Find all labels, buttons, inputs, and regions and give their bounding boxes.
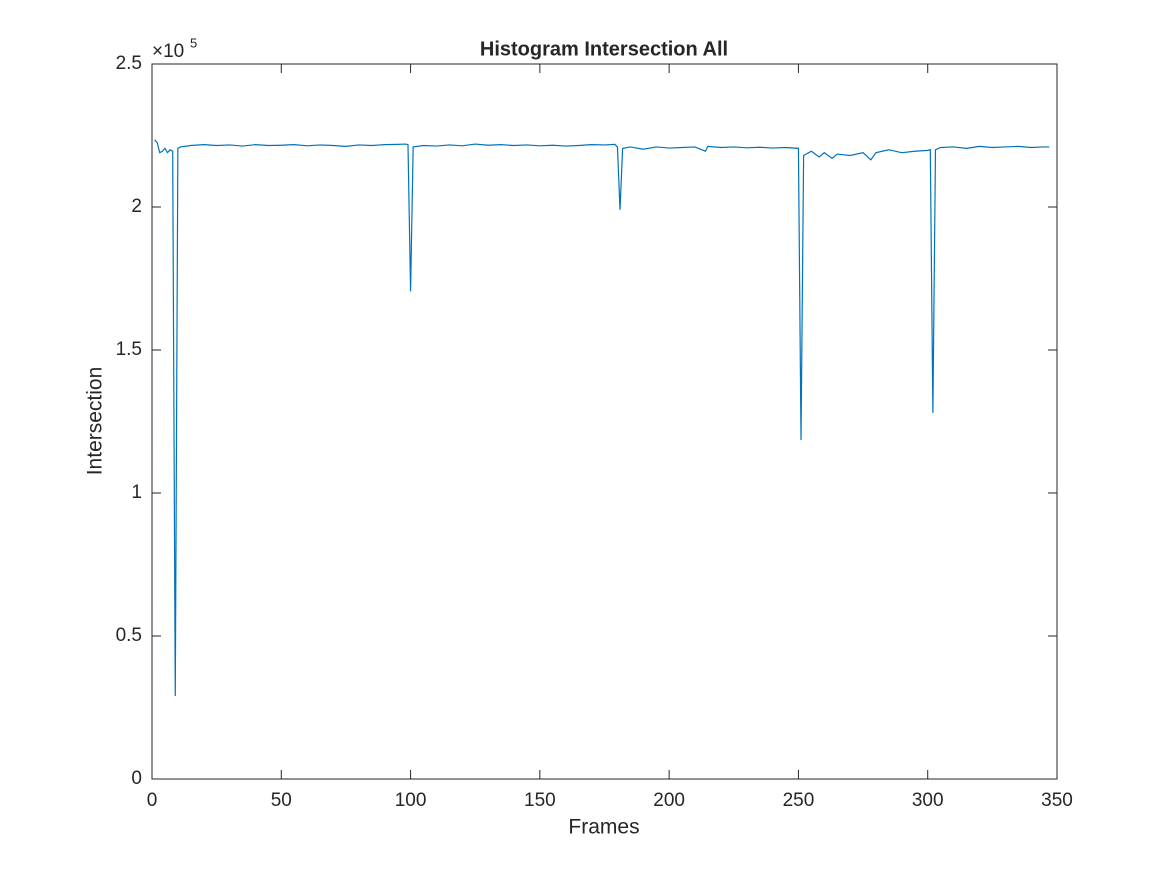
x-tick-label: 100: [395, 790, 427, 811]
data-line: [154, 139, 1050, 697]
axes-box: [151, 63, 1058, 780]
y-tick-label: 1: [131, 482, 142, 503]
x-tick-label: 200: [653, 790, 685, 811]
y-axis-label: Intersection: [84, 367, 107, 476]
x-tick-label: 250: [783, 790, 815, 811]
y-tick-label: 2.5: [116, 53, 142, 74]
y-multiplier: ×10: [152, 41, 184, 62]
x-tick-label: 350: [1041, 790, 1073, 811]
chart-title: Histogram Intersection All: [480, 38, 728, 60]
x-tick-label: 50: [271, 790, 292, 811]
y-tick-label: 1.5: [116, 339, 142, 360]
y-tick-label: 0.5: [116, 625, 142, 646]
y-tick-label: 2: [131, 196, 142, 217]
x-tick-label: 150: [524, 790, 556, 811]
y-multiplier-exponent: 5: [190, 35, 197, 50]
x-tick-label: 300: [912, 790, 944, 811]
x-axis-label: Frames: [568, 816, 639, 839]
x-tick-label: 0: [147, 790, 158, 811]
y-tick-label: 0: [131, 768, 142, 789]
